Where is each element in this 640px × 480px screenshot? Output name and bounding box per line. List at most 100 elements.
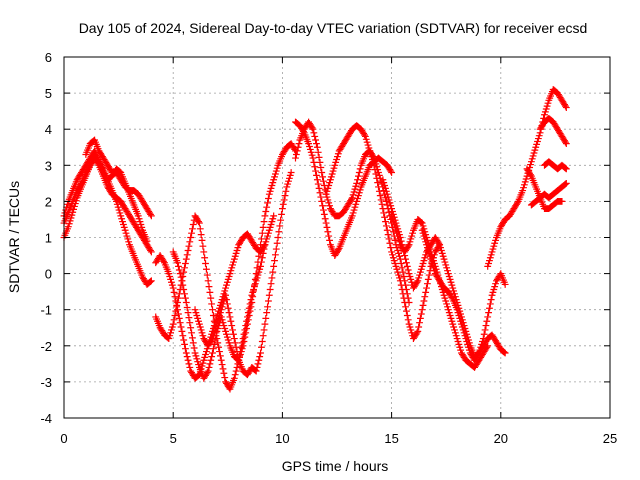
data-point [417, 314, 424, 322]
data-point [444, 267, 451, 275]
data-point [382, 187, 390, 195]
data-point [418, 306, 426, 314]
data-point [202, 265, 210, 273]
data-point [429, 261, 437, 269]
data-point [292, 154, 299, 162]
data-point [207, 356, 215, 364]
data-point [173, 303, 181, 311]
data-point [542, 105, 550, 113]
data-point [404, 242, 412, 250]
data-point [334, 153, 341, 161]
tick-marks [63, 56, 611, 419]
data-point [332, 159, 340, 166]
data-point [402, 303, 409, 311]
data-point [427, 255, 435, 263]
data-point [270, 212, 278, 220]
data-point [452, 332, 460, 340]
data-point [317, 164, 325, 171]
data-point [348, 195, 355, 203]
data-point [457, 317, 465, 325]
data-point [228, 264, 236, 272]
data-point [208, 353, 216, 361]
data-point [272, 251, 279, 259]
x-tick-label: 25 [603, 431, 617, 446]
data-point [194, 314, 202, 322]
y-tick-labels: -4 -3 -2 -1 0 1 2 3 4 5 6 [40, 50, 52, 426]
data-point [233, 364, 241, 371]
data-point [380, 209, 388, 217]
data-point [259, 223, 267, 231]
data-point [447, 314, 455, 322]
data-point [271, 173, 278, 181]
data-point [250, 287, 257, 295]
data-point [421, 293, 429, 301]
data-point [182, 260, 189, 267]
data-point [226, 313, 234, 321]
data-point [485, 260, 492, 267]
data-point [309, 125, 317, 133]
data-point [443, 300, 451, 308]
data-point [398, 286, 406, 293]
data-point [383, 190, 391, 198]
data-point [286, 172, 294, 179]
data-point [442, 261, 450, 269]
data-point [311, 133, 319, 140]
data-point [533, 140, 541, 148]
data-point [265, 297, 272, 305]
data-point [198, 329, 206, 337]
y-tick-label: 3 [45, 158, 52, 173]
data-point [193, 312, 201, 319]
data-point [348, 212, 356, 220]
data-point [414, 327, 422, 335]
data-point [182, 345, 189, 353]
data-point [310, 159, 318, 166]
data-point [325, 199, 333, 207]
data-point [203, 369, 211, 376]
data-point [280, 196, 288, 204]
data-point [313, 176, 321, 184]
data-point [230, 374, 238, 382]
data-point [264, 232, 271, 240]
data-point [202, 260, 209, 267]
data-point [489, 288, 497, 296]
data-point [437, 244, 444, 252]
data-point [160, 257, 167, 265]
data-point [326, 202, 333, 210]
data-point [254, 360, 262, 368]
data-point [279, 200, 287, 208]
data-point [441, 258, 449, 266]
x-tick-label: 15 [384, 431, 398, 446]
data-point [188, 229, 195, 237]
data-point [253, 364, 261, 371]
data-point [489, 245, 497, 253]
data-point [306, 143, 313, 150]
data-point [323, 223, 331, 231]
data-point [196, 323, 204, 331]
data-point [362, 135, 370, 143]
data-point [269, 215, 277, 223]
data-point [322, 219, 330, 227]
data-point [544, 99, 552, 107]
data-point [486, 254, 494, 262]
data-point [135, 215, 143, 223]
data-point [388, 248, 395, 256]
data-point [224, 336, 232, 344]
data-point [388, 169, 395, 176]
data-point [174, 299, 181, 306]
data-point [265, 190, 273, 198]
data-point [182, 255, 190, 263]
data-point [232, 367, 240, 375]
data-point [562, 102, 569, 110]
y-tick-label: -1 [40, 303, 52, 318]
data-point [287, 169, 295, 176]
data-point [455, 312, 463, 319]
data-point [120, 223, 128, 231]
data-point [221, 325, 229, 332]
data-point [534, 138, 541, 145]
y-tick-label: 5 [45, 86, 52, 101]
data-point [409, 229, 416, 237]
data-point [320, 206, 327, 214]
data-point [453, 335, 461, 342]
data-point [423, 241, 430, 249]
